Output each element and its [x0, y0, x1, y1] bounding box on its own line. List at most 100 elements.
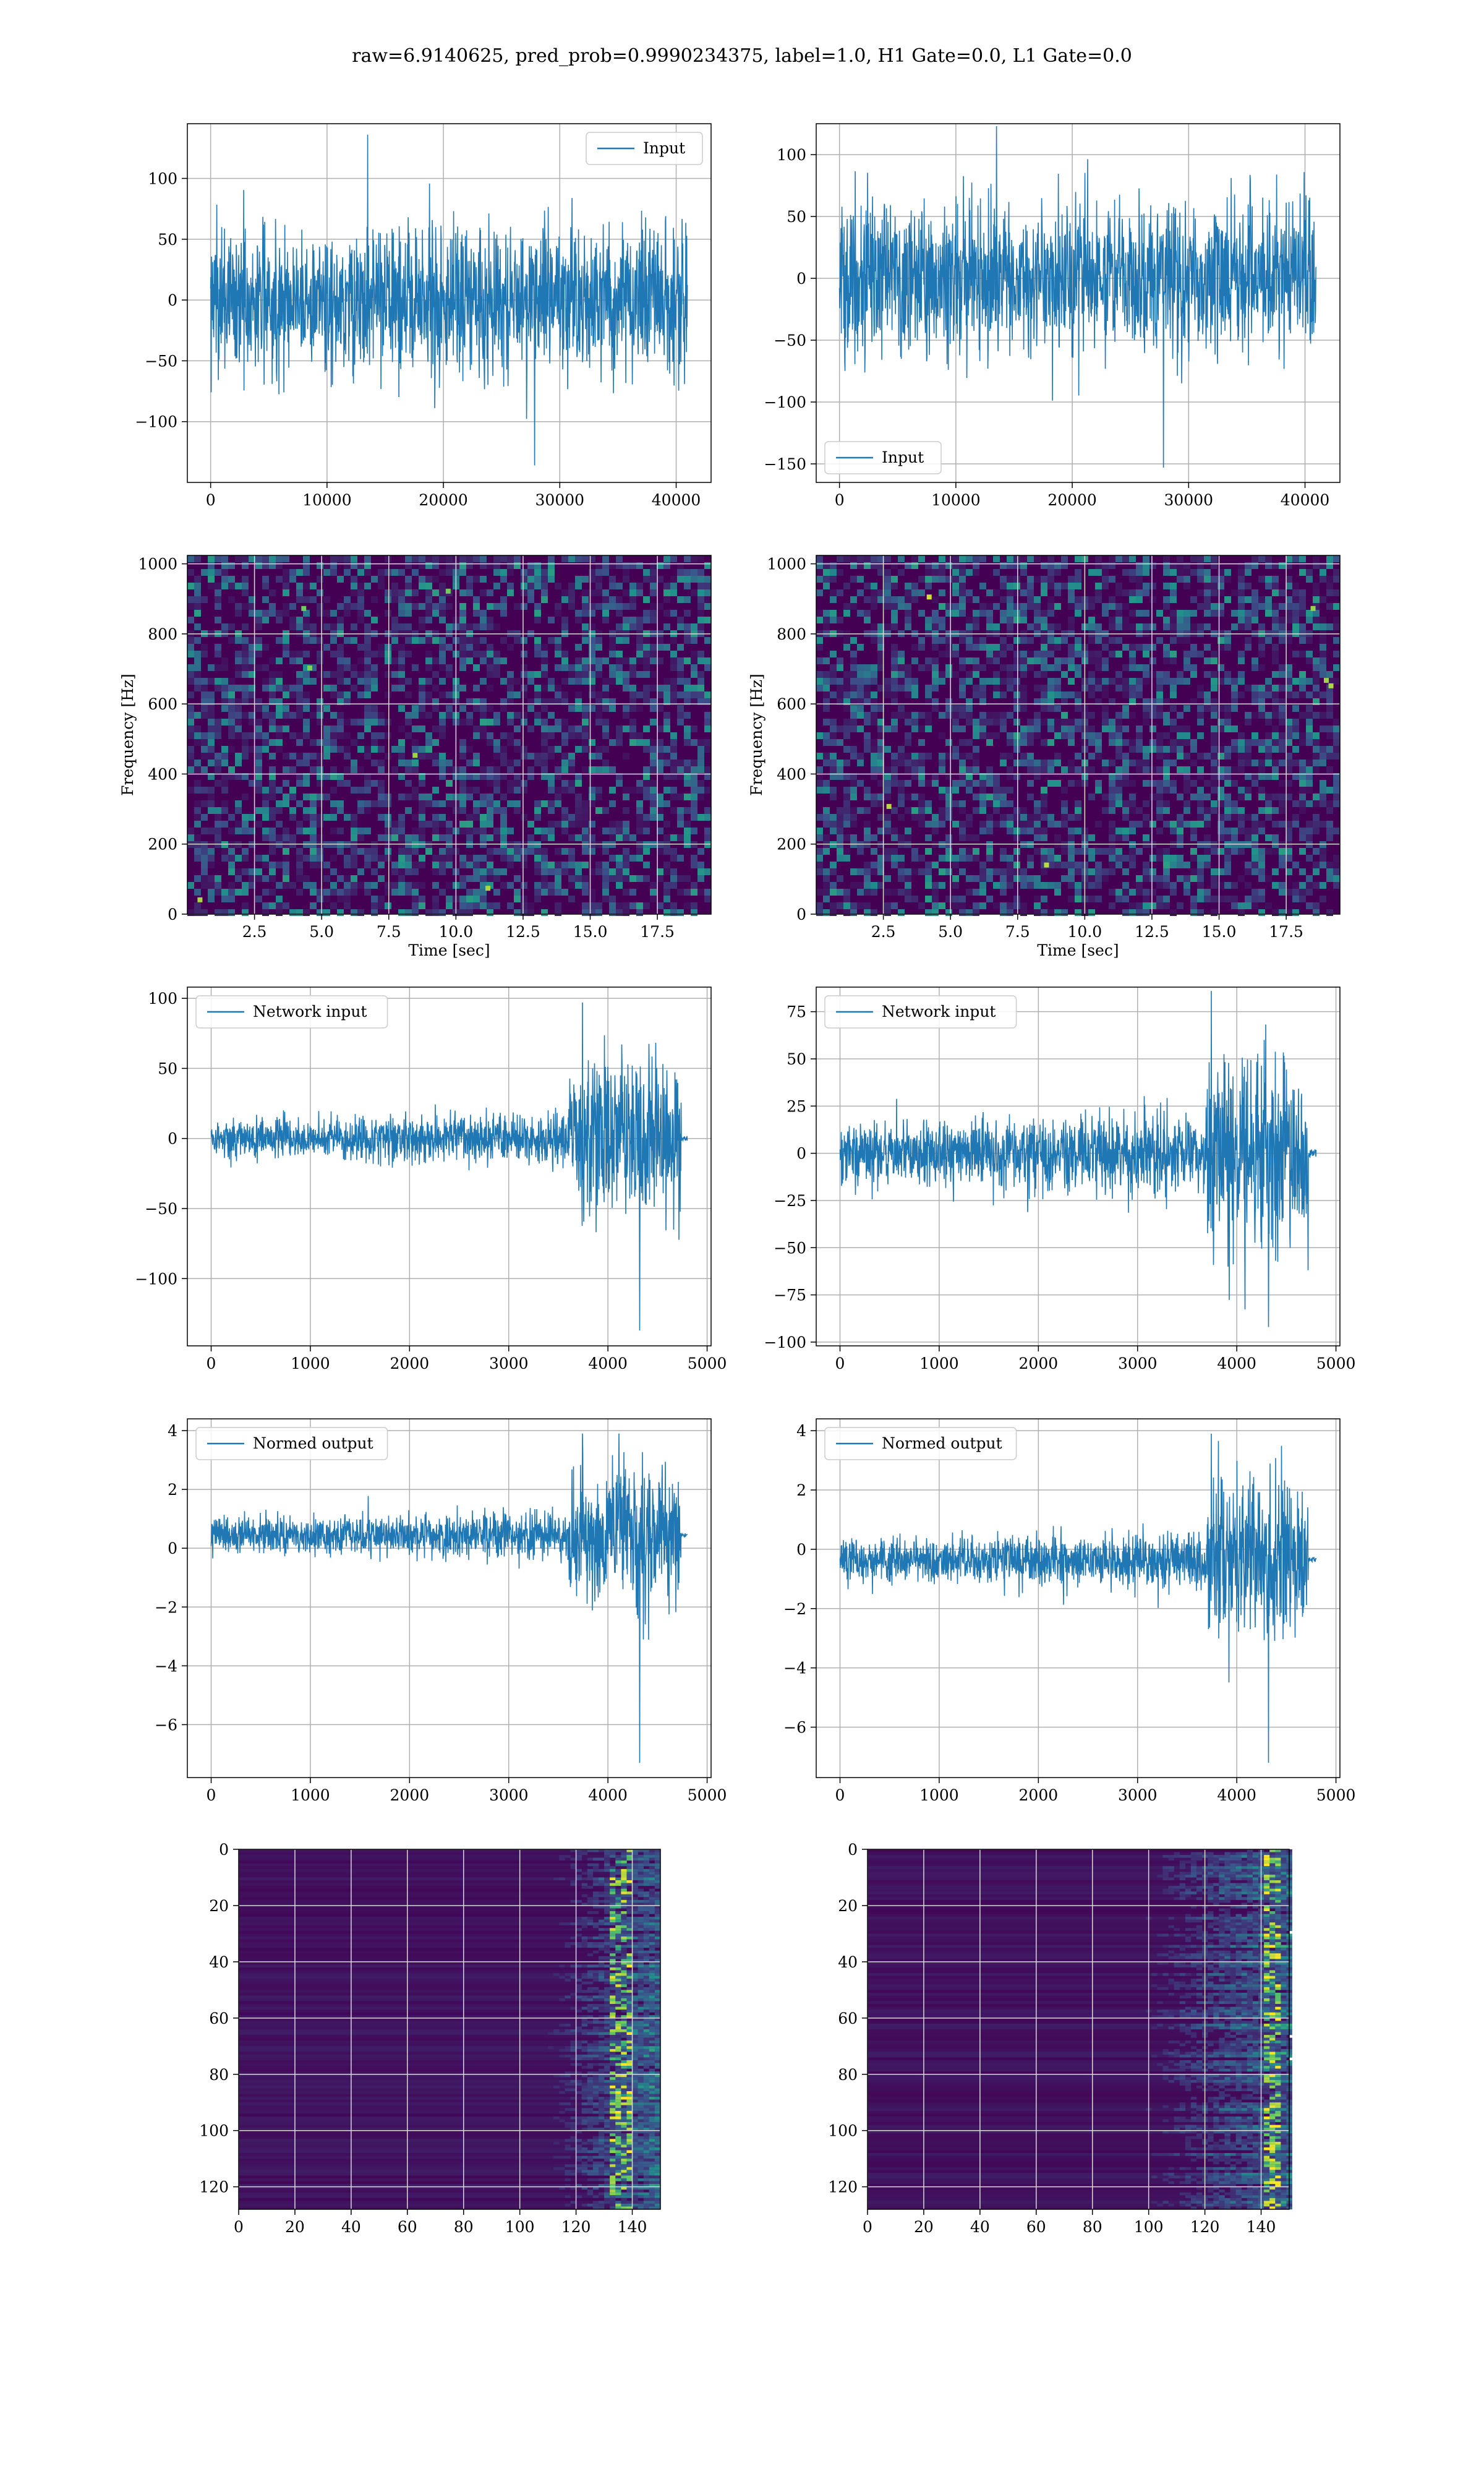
heatmap-cell: [918, 610, 925, 617]
heatmap-cell: [850, 576, 857, 583]
heatmap-cell: [412, 766, 419, 773]
heatmap-cell: [1306, 651, 1313, 657]
heatmap-cell: [643, 576, 650, 583]
heatmap-cell: [269, 862, 276, 868]
heatmap-cell: [215, 753, 221, 760]
heatmap-cell: [1075, 780, 1081, 787]
heatmap-cell: [1265, 902, 1272, 909]
heatmap-cell: [548, 569, 555, 576]
heatmap-cell: [262, 875, 269, 882]
heatmap-cell: [616, 637, 623, 644]
heatmap-cell: [959, 807, 966, 814]
heatmap-cell: [357, 589, 364, 596]
x-tick-label: 0: [207, 1355, 216, 1372]
heatmap-cell: [911, 726, 918, 732]
heatmap-cell: [1217, 787, 1224, 794]
heatmap-cell: [412, 760, 419, 766]
heatmap-cell: [684, 637, 691, 644]
heatmap-cell: [561, 760, 568, 766]
heatmap-cell: [398, 739, 405, 746]
heatmap-cell: [555, 902, 561, 909]
heatmap-cell: [986, 610, 993, 617]
heatmap-cell: [317, 773, 323, 780]
heatmap-cell: [466, 644, 473, 651]
heatmap-cell: [623, 562, 629, 569]
heatmap-cell: [670, 773, 677, 780]
heatmap-cell: [1013, 902, 1020, 909]
heatmap-cell: [1122, 909, 1129, 916]
heatmap-cell: [507, 583, 514, 589]
heatmap-cell: [357, 868, 364, 875]
heatmap-cell: [398, 596, 405, 603]
x-tick-label: 2000: [1019, 1786, 1059, 1804]
heatmap-cell: [1115, 719, 1122, 726]
heatmap-cell: [419, 841, 425, 848]
heatmap-cell: [884, 889, 891, 896]
heatmap-cell: [221, 746, 228, 753]
heatmap-cell: [228, 896, 235, 902]
heatmap-cell: [466, 909, 473, 916]
heatmap-cell: [283, 685, 289, 691]
heatmap-cell: [1299, 555, 1306, 562]
heatmap-cell: [850, 685, 857, 691]
heatmap-cell: [1313, 794, 1320, 800]
heatmap-cell: [636, 828, 643, 834]
heatmap-cell: [1170, 889, 1177, 896]
heatmap-cell: [979, 821, 986, 828]
heatmap-cell: [697, 569, 704, 576]
heatmap-cell: [1190, 780, 1197, 787]
heatmap-cell: [843, 719, 850, 726]
heatmap-cell: [1143, 623, 1149, 630]
heatmap-cell: [993, 902, 1000, 909]
heatmap-cell: [323, 753, 330, 760]
heatmap-cell: [1007, 773, 1013, 780]
heatmap-cell: [850, 821, 857, 828]
legend: Input: [586, 132, 703, 165]
heatmap-cell: [657, 685, 663, 691]
heatmap-cell: [884, 787, 891, 794]
heatmap-cell: [269, 807, 276, 814]
heatmap-cell: [337, 896, 344, 902]
heatmap-cell: [432, 739, 439, 746]
heatmap-cell: [561, 617, 568, 623]
heatmap-cell: [194, 732, 201, 739]
heatmap-cell: [364, 664, 371, 671]
heatmap-cell: [555, 848, 561, 855]
heatmap-cell: [704, 712, 711, 719]
heatmap-cell: [1075, 868, 1081, 875]
heatmap-cell: [419, 705, 425, 712]
heatmap-cell: [871, 691, 877, 698]
heatmap-cell: [357, 610, 364, 617]
heatmap-cell: [208, 726, 215, 732]
heatmap-cell: [1054, 569, 1061, 576]
heatmap-cell: [643, 698, 650, 705]
heatmap-cell: [1286, 732, 1292, 739]
heatmap-cell: [432, 685, 439, 691]
heatmap-cell: [1245, 794, 1252, 800]
heatmap-cell: [1231, 902, 1238, 909]
heatmap-cell: [1088, 685, 1095, 691]
heatmap-cell: [1156, 746, 1163, 753]
heatmap-cell: [1333, 862, 1340, 868]
heatmap-cell: [657, 644, 663, 651]
heatmap-cell: [581, 1852, 588, 1856]
heatmap-cell: [323, 644, 330, 651]
heatmap-cell: [891, 726, 898, 732]
heatmap-cell: [589, 644, 595, 651]
heatmap-cell: [629, 664, 636, 671]
heatmap-cell: [691, 814, 697, 821]
heatmap-cell: [1054, 780, 1061, 787]
heatmap-cell: [371, 739, 378, 746]
heatmap-cell: [830, 732, 837, 739]
heatmap-cell: [242, 868, 249, 875]
heatmap-cell: [1027, 875, 1034, 882]
heatmap-cell: [1013, 657, 1020, 664]
heatmap-cell: [215, 834, 221, 841]
heatmap-cell: [459, 794, 466, 800]
heatmap-cell: [911, 678, 918, 685]
heatmap-cell: [555, 726, 561, 732]
heatmap-cell: [269, 610, 276, 617]
heatmap-cell: [670, 698, 677, 705]
heatmap-cell: [283, 576, 289, 583]
heatmap-cell: [480, 712, 487, 719]
